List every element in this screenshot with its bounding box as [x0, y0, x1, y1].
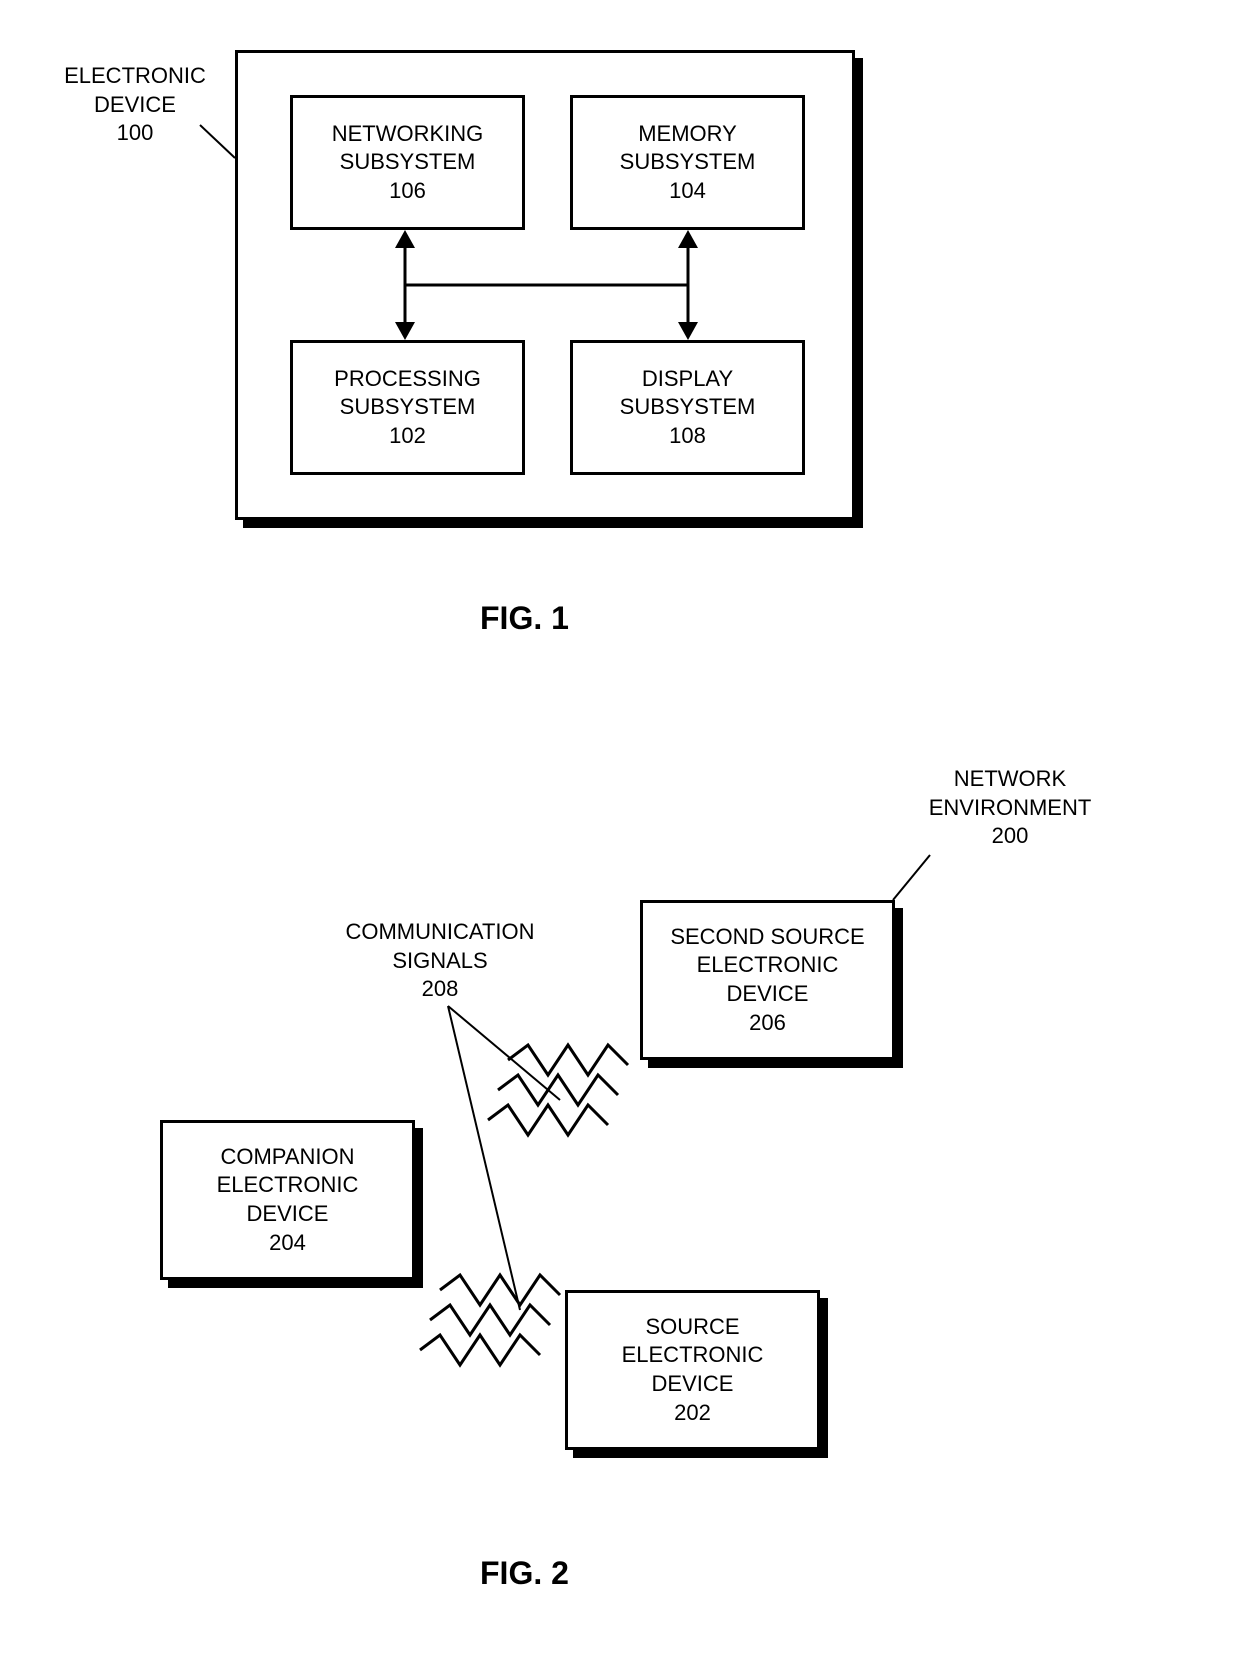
fig1-networking-l1: NETWORKING — [332, 120, 484, 149]
fig2-ss-l1: SECOND SOURCE — [670, 923, 864, 952]
fig1-outer-label-line2: DEVICE — [94, 92, 176, 117]
fig1-display-l2: SUBSYSTEM — [620, 393, 756, 422]
fig2-env-l3: 200 — [992, 823, 1029, 848]
fig2-source-l1: SOURCE — [645, 1313, 739, 1342]
fig2-comm-leader-2 — [448, 1006, 520, 1310]
fig1-processing-box: PROCESSING SUBSYSTEM 102 — [290, 340, 525, 475]
fig2-comm-l1: COMMUNICATION — [345, 919, 534, 944]
fig1-memory-box: MEMORY SUBSYSTEM 104 — [570, 95, 805, 230]
fig1-outer-label-line3: 100 — [117, 120, 154, 145]
fig2-caption: FIG. 2 — [480, 1555, 569, 1592]
fig2-env-leader — [893, 855, 930, 900]
fig2-comm-l3: 208 — [422, 976, 459, 1001]
fig1-networking-box: NETWORKING SUBSYSTEM 106 — [290, 95, 525, 230]
fig1-outer-label-line1: ELECTRONIC — [64, 63, 206, 88]
fig2-source-box: SOURCE ELECTRONIC DEVICE 202 — [565, 1290, 820, 1450]
fig1-networking-l3: 106 — [389, 177, 426, 206]
fig2-comm-label: COMMUNICATION SIGNALS 208 — [310, 918, 570, 1004]
fig2-second-source-box: SECOND SOURCE ELECTRONIC DEVICE 206 — [640, 900, 895, 1060]
fig1-processing-l1: PROCESSING — [334, 365, 481, 394]
fig1-display-l3: 108 — [669, 422, 706, 451]
fig2-env-l1: NETWORK — [954, 766, 1066, 791]
fig2-ss-l4: 206 — [749, 1009, 786, 1038]
fig1-processing-l3: 102 — [389, 422, 426, 451]
fig2-companion-l1: COMPANION — [220, 1143, 354, 1172]
fig2-companion-l4: 204 — [269, 1229, 306, 1258]
fig1-caption: FIG. 1 — [480, 600, 569, 637]
fig2-source-l3: DEVICE — [652, 1370, 734, 1399]
fig1-memory-l2: SUBSYSTEM — [620, 148, 756, 177]
fig1-outer-label: ELECTRONIC DEVICE 100 — [50, 62, 220, 148]
page: ELECTRONIC DEVICE 100 NETWORKING SUBSYST… — [0, 0, 1240, 1660]
fig2-companion-box: COMPANION ELECTRONIC DEVICE 204 — [160, 1120, 415, 1280]
fig1-processing-l2: SUBSYSTEM — [340, 393, 476, 422]
fig2-env-label: NETWORK ENVIRONMENT 200 — [895, 765, 1125, 851]
fig2-companion-l2: ELECTRONIC — [217, 1171, 359, 1200]
fig2-zigzag-lower — [420, 1275, 560, 1365]
fig2-ss-l3: DEVICE — [727, 980, 809, 1009]
fig2-comm-l2: SIGNALS — [392, 948, 487, 973]
fig1-display-box: DISPLAY SUBSYSTEM 108 — [570, 340, 805, 475]
fig2-source-l2: ELECTRONIC — [622, 1341, 764, 1370]
fig2-zigzag-upper — [488, 1045, 628, 1135]
fig1-memory-l3: 104 — [669, 177, 706, 206]
fig1-networking-l2: SUBSYSTEM — [340, 148, 476, 177]
fig1-display-l1: DISPLAY — [642, 365, 733, 394]
fig2-env-l2: ENVIRONMENT — [929, 795, 1092, 820]
fig1-memory-l1: MEMORY — [638, 120, 737, 149]
fig2-ss-l2: ELECTRONIC — [697, 951, 839, 980]
fig2-companion-l3: DEVICE — [247, 1200, 329, 1229]
fig2-comm-leader-1 — [448, 1006, 560, 1100]
fig2-source-l4: 202 — [674, 1399, 711, 1428]
